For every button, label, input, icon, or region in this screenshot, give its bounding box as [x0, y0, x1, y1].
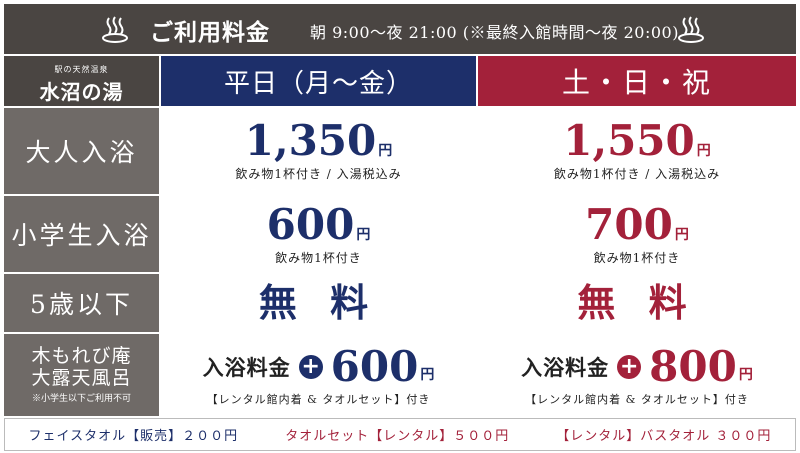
row-label-premium: 木もれび庵 大露天風呂 ※小学生以下ご利用不可	[4, 334, 159, 416]
footer-face-towel: フェイスタオル【販売】２００円	[28, 429, 239, 444]
adult-weekday-note: 飲み物1杯付き / 入湯税込み	[235, 167, 402, 181]
under5-weekday-free: 無 料	[258, 280, 379, 325]
child-weekend-note: 飲み物1杯付き	[593, 251, 681, 265]
footer-options: フェイスタオル【販売】２００円 タオルセット【レンタル】５００円 【レンタル】バ…	[4, 418, 796, 451]
plus-icon: +	[617, 355, 642, 379]
weekday-header: 平日（月〜金）	[161, 56, 476, 106]
premium-weekday-note: 【レンタル館内着 & タオルセット】付き	[206, 393, 431, 406]
adult-weekend-note: 飲み物1杯付き / 入湯税込み	[553, 167, 721, 181]
row-label-child: 小学生入浴	[4, 196, 159, 272]
header-bar: ご利用料金 朝 9:00〜夜 21:00 (※最終入館時間〜夜 20:00)	[4, 4, 796, 54]
premium-weekend-cell: 入浴料金 + 800 円 【レンタル館内着 & タオルセット】付き	[478, 334, 796, 416]
under5-weekday-cell: 無 料	[161, 274, 476, 332]
under5-weekend-free: 無 料	[577, 280, 697, 325]
premium-weekday-price: 入浴料金 + 600 円	[202, 342, 435, 391]
page-title: ご利用料金	[150, 19, 270, 46]
footer-towel-set: タオルセット【レンタル】５００円	[285, 429, 510, 444]
adult-weekday-cell: 1,350 円 飲み物1杯付き / 入湯税込み	[161, 108, 476, 194]
adult-weekend-cell: 1,550 円 飲み物1杯付き / 入湯税込み	[478, 108, 796, 194]
footer-bath-towel: 【レンタル】バスタオル ３００円	[556, 429, 772, 444]
onsen-icon	[100, 14, 130, 44]
premium-label-line2: 大露天風呂	[31, 366, 132, 389]
premium-weekend-price: 入浴料金 + 800 円	[521, 342, 753, 391]
adult-weekday-price: 1,350 円	[244, 116, 393, 165]
child-weekday-cell: 600 円 飲み物1杯付き	[161, 196, 476, 272]
premium-label-note: ※小学生以下ご利用不可	[31, 394, 131, 405]
child-weekday-note: 飲み物1杯付き	[275, 251, 362, 265]
row-label-adult: 大人入浴	[4, 108, 159, 194]
child-weekday-price: 600 円	[266, 200, 371, 249]
row-label-under5: 5歳以下	[4, 274, 159, 332]
child-weekend-cell: 700 円 飲み物1杯付き	[478, 196, 796, 272]
premium-weekend-note: 【レンタル館内着 & タオルセット】付き	[525, 393, 749, 406]
under5-weekend-cell: 無 料	[478, 274, 796, 332]
premium-label-line1: 木もれび庵	[31, 344, 132, 367]
logo-name: 水沼の湯	[39, 80, 124, 104]
logo-subtitle: 駅の天然温泉	[54, 65, 109, 74]
plus-icon: +	[298, 355, 323, 379]
premium-weekday-cell: 入浴料金 + 600 円 【レンタル館内着 & タオルセット】付き	[161, 334, 476, 416]
logo: 駅の天然温泉 水沼の湯 THE HOT SPRING of MIZUNUMA	[4, 56, 159, 112]
adult-weekend-price: 1,550 円	[563, 116, 711, 165]
child-weekend-price: 700 円	[585, 200, 689, 249]
business-hours: 朝 9:00〜夜 21:00 (※最終入館時間〜夜 20:00)	[310, 23, 679, 42]
onsen-icon	[676, 14, 706, 44]
weekend-header: 土・日・祝	[478, 56, 796, 106]
